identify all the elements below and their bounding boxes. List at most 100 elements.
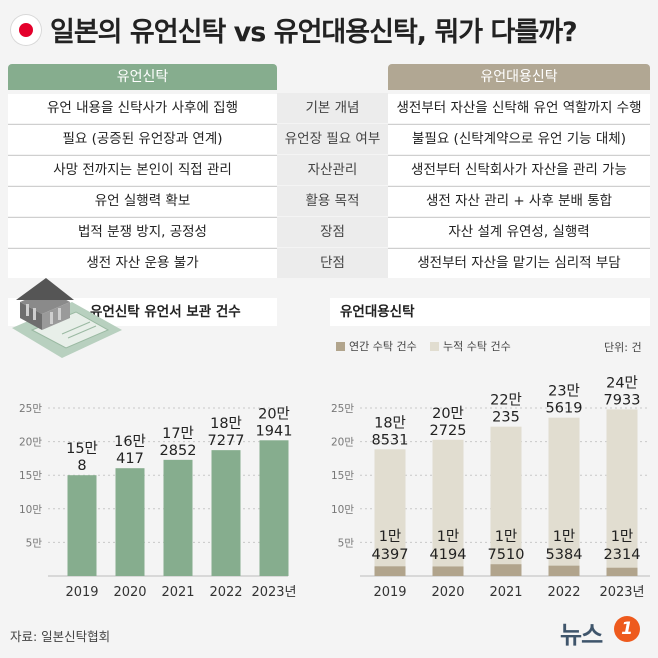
x-tick-label: 2019 [373,585,406,600]
bar-value-label: 15만 [66,440,98,457]
table-cell-left: 사망 전까지는 본인이 직접 관리 [53,162,232,178]
x-tick-label: 2019 [65,585,98,600]
x-tick-label: 2022 [209,585,242,600]
flag-icon [10,14,42,46]
cumulative-value-label: 18만 [374,414,406,431]
table-cell-category: 단점 [277,248,388,278]
bar-value-label: 2852 [160,443,197,459]
bar [67,475,97,576]
cumulative-value-label: 24만 [606,374,638,391]
cumulative-value-label: 5619 [546,401,583,417]
table-cell-category: 자산관리 [277,155,388,185]
table-cell-category: 기본 개념 [277,93,388,123]
table-cell-left: 유언 내용을 신탁사가 사후에 집행 [46,100,239,116]
annual-value-label: 4397 [372,547,409,563]
table-cell-right: 생전부터 신탁회사가 자산을 관리 가능 [411,162,627,178]
cumulative-value-label: 20만 [432,405,464,422]
bar-value-label: 20만 [258,405,290,422]
bar-value-label: 8 [77,458,86,474]
cumulative-value-label: 235 [492,410,520,426]
table-header-left: 유언신탁 [8,64,277,90]
y-tick-label: 15만 [19,470,42,482]
x-tick-label: 2022 [547,585,580,600]
table-cell-category: 유언장 필요 여부 [277,124,388,154]
table-cell-right: 생전부터 자산을 맡기는 심리적 부담 [417,255,621,271]
table-header-right: 유언대용신탁 [388,64,650,90]
y-tick-label: 10만 [19,504,42,516]
bar [163,459,193,576]
annual-value-label: 2314 [604,547,641,563]
bar-cumulative [432,439,464,576]
cumulative-value-label: 8531 [372,432,409,448]
y-tick-label: 20만 [19,437,42,449]
bar [211,450,241,576]
annual-value-label: 7510 [488,547,525,563]
legend-cumulative: 누적 수탁 건수 [430,338,511,354]
y-tick-label: 10만 [331,504,354,516]
unit-label: 단위: 건 [604,341,642,354]
table-cell-left: 법적 분쟁 방지, 공정성 [78,224,207,240]
table-cell-right: 자산 설계 유연성, 실행력 [448,224,590,240]
x-tick-label: 2020 [431,585,464,600]
cumulative-value-label: 23만 [548,383,580,400]
annual-value-label: 5384 [546,547,583,563]
right-chart: 5만10만15만20만25만18만85311만4397201920만27251만… [331,374,650,600]
cumulative-value-label: 22만 [490,392,522,409]
y-tick-label: 15만 [331,470,354,482]
legend-annual-label: 연간 수탁 건수 [349,340,417,353]
table-cell-category: 장점 [277,217,388,247]
left-chart: 5만10만15만20만25만15만8201916만417202017만28522… [19,403,297,600]
annual-value-label: 1만 [611,528,634,545]
bar-cumulative [548,417,580,576]
table-cell-left: 유언 실행력 확보 [94,193,191,209]
bar-value-label: 7277 [208,433,245,449]
x-tick-label: 2020 [113,585,146,600]
annual-value-label: 1만 [437,528,460,545]
bar-cumulative [374,449,406,576]
y-tick-label: 25만 [331,403,354,415]
y-tick-label: 5만 [338,537,355,549]
x-tick-label: 2023년 [251,585,296,600]
bar-value-label: 16만 [114,433,146,450]
x-tick-label: 2021 [161,585,194,600]
bar-annual [374,566,406,576]
y-tick-label: 25만 [19,403,42,415]
logo-badge: 1 [614,616,640,642]
bar [115,468,145,576]
annual-value-label: 1만 [495,528,518,545]
table-cell-right: 생전부터 자산을 신탁해 유언 역할까지 수행 [396,100,642,116]
table-cell-right: 생전 자산 관리 + 사후 분배 통합 [425,193,613,209]
bar-value-label: 18만 [210,415,242,432]
y-tick-label: 5만 [26,537,43,549]
table-cell-left: 생전 자산 운용 불가 [86,255,199,271]
logo-icon: 뉴스 [560,621,603,649]
x-tick-label: 2021 [489,585,522,600]
bar-annual [432,566,464,576]
legend-cumulative-label: 누적 수탁 건수 [443,340,511,353]
bar-annual [548,565,580,576]
table-cell-category: 활용 목적 [277,186,388,216]
annual-value-label: 1만 [553,528,576,545]
page-title: 일본의 유언신탁 vs 유언대용신탁, 뭐가 다를까? [50,17,578,48]
bar-annual [606,567,638,576]
bar-value-label: 417 [116,451,144,467]
y-tick-label: 20만 [331,437,354,449]
bar-cumulative [606,409,638,576]
bar-value-label: 17만 [162,425,194,442]
annual-value-label: 1만 [379,528,402,545]
bar-value-label: 1941 [256,423,293,439]
right-panel-title: 유언대용신탁 [330,298,650,326]
source-note: 자료: 일본신탁협회 [10,629,111,644]
cumulative-value-label: 7933 [604,392,641,408]
x-tick-label: 2023년 [599,585,644,600]
table-cell-right: 불필요 (신탁계약으로 유언 기능 대체) [412,131,626,147]
building-document-icon [12,278,122,358]
bar-annual [490,564,522,576]
annual-value-label: 4194 [430,547,467,563]
table-cell-left: 필요 (공증된 유언장과 연계) [62,131,223,147]
bar-cumulative [490,426,522,576]
legend-annual: 연간 수탁 건수 [336,338,417,354]
bar [259,440,289,576]
cumulative-value-label: 2725 [430,423,467,439]
